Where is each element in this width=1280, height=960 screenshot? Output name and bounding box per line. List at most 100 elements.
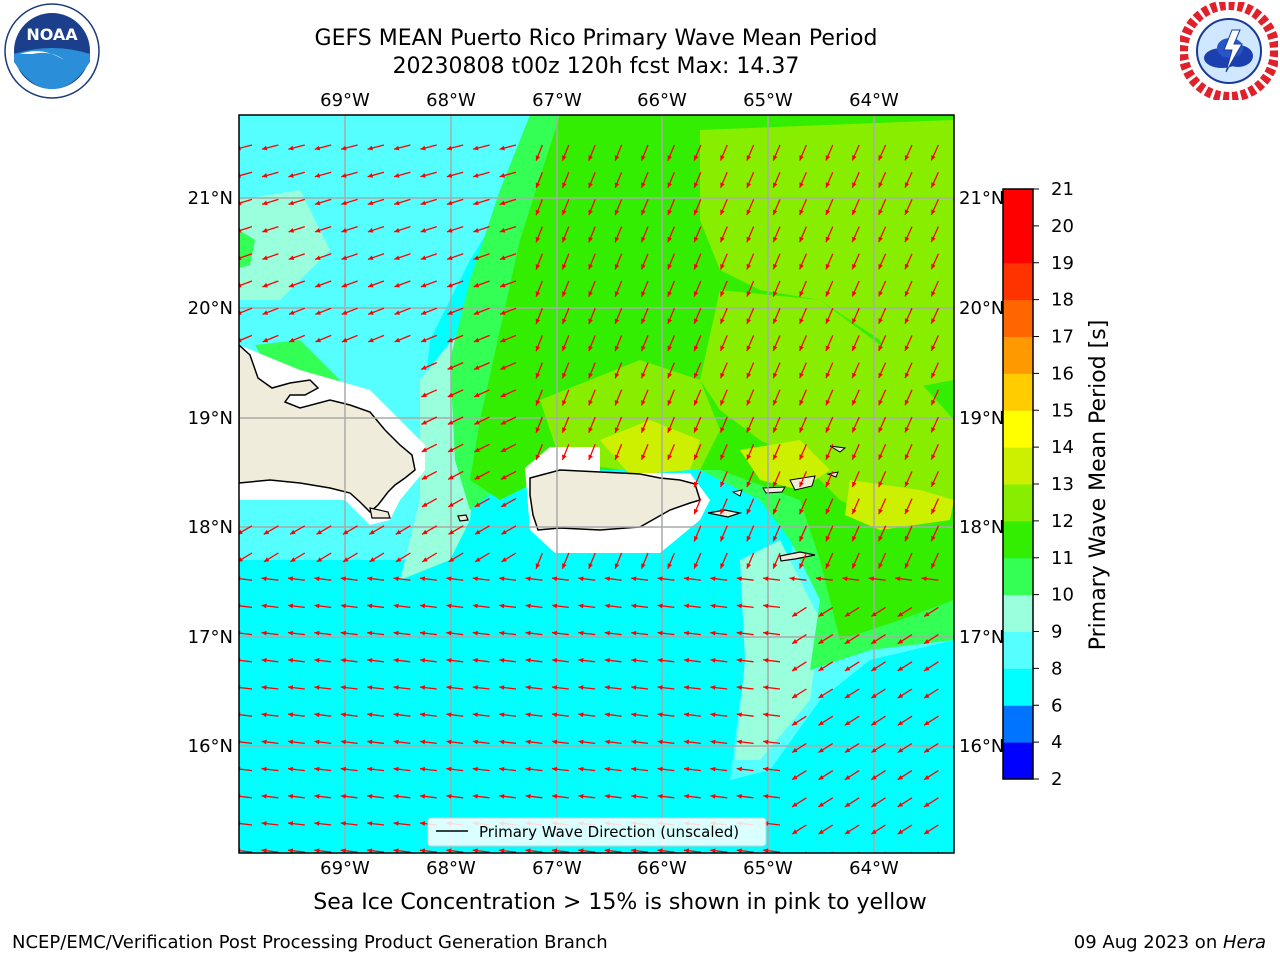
- wave-arrow-head: [604, 793, 610, 799]
- wave-arrow-head: [693, 155, 699, 161]
- wave-arrow-head: [799, 263, 804, 270]
- wave-arrow-head: [641, 454, 646, 460]
- wave-arrow-head: [614, 155, 620, 161]
- wave-arrow-head: [871, 693, 877, 699]
- wave-arrow-head: [763, 712, 769, 718]
- wave-arrow-head: [878, 182, 883, 188]
- wave-arrow-head: [746, 209, 752, 216]
- wave-arrow-shaft: [239, 849, 253, 853]
- lon-label-bottom: 68°W: [426, 858, 476, 879]
- wave-arrow-head: [904, 318, 910, 324]
- colorbar-segment: [1003, 668, 1033, 706]
- wave-arrow-head: [641, 318, 646, 324]
- wave-arrow-head: [641, 372, 646, 379]
- wave-arrow-head: [924, 611, 930, 617]
- wave-arrow-head: [263, 529, 270, 535]
- wave-arrow-head: [588, 400, 593, 406]
- wave-arrow-head: [710, 603, 716, 609]
- lat-label-right: 20°N: [959, 298, 1004, 319]
- wave-arrow-head: [535, 427, 541, 433]
- wave-arrow-head: [868, 576, 874, 582]
- wave-arrow-head: [394, 173, 400, 178]
- colorbar-segment: [1003, 631, 1033, 669]
- wave-arrow-head: [239, 557, 243, 562]
- wave-arrow-head: [393, 145, 400, 151]
- wave-arrow-head: [588, 318, 593, 324]
- wave-arrow-head: [288, 228, 295, 233]
- wave-arrow-head: [604, 739, 610, 745]
- wave-arrow-head: [904, 372, 910, 379]
- wave-arrow-head: [683, 603, 690, 609]
- wave-arrow-head: [551, 739, 558, 745]
- wave-arrow-head: [578, 766, 584, 772]
- wave-arrow-head: [710, 793, 716, 799]
- wave-arrow-head: [343, 557, 349, 562]
- wave-arrow-head: [736, 712, 742, 718]
- wave-arrow-head: [525, 685, 531, 690]
- wave-arrow-head: [746, 182, 752, 188]
- wave-arrow-head: [667, 209, 672, 216]
- nws-logo: [1178, 0, 1280, 102]
- wave-arrow-head: [720, 481, 725, 488]
- wave-arrow-head: [792, 775, 798, 780]
- wave-arrow-head: [825, 236, 831, 243]
- lat-label-left: 18°N: [188, 517, 233, 538]
- wave-arrow-head: [799, 345, 804, 351]
- wave-arrow-head: [535, 264, 541, 270]
- wave-arrow-head: [799, 182, 804, 188]
- wave-arrow-head: [631, 793, 637, 799]
- wave-arrow-shaft: [239, 253, 253, 259]
- wave-arrow-head: [419, 739, 426, 745]
- wave-arrow-head: [535, 563, 541, 569]
- wave-arrow-head: [419, 712, 426, 718]
- wave-arrow-head: [290, 529, 296, 535]
- wave-arrow-head: [473, 255, 479, 260]
- wave-arrow-head: [562, 182, 567, 188]
- wave-arrow-head: [472, 576, 478, 582]
- wave-arrow-head: [262, 173, 268, 178]
- colorbar-segment: [1003, 410, 1033, 448]
- wave-arrow-head: [641, 182, 646, 188]
- wave-arrow-head: [535, 345, 541, 352]
- wave-arrow-head: [314, 630, 320, 636]
- wave-arrow-head: [720, 263, 725, 270]
- wave-arrow-head: [746, 481, 752, 488]
- wave-arrow-head: [693, 535, 699, 542]
- wave-arrow-head: [720, 372, 725, 379]
- wave-arrow-head: [693, 209, 699, 216]
- wave-arrow-head: [535, 236, 541, 243]
- wave-arrow-head: [500, 474, 507, 480]
- colorbar-tick-label: 17: [1051, 327, 1074, 348]
- wave-arrow-head: [844, 747, 851, 753]
- wave-arrow-head: [588, 372, 593, 379]
- wave-arrow-head: [421, 365, 427, 370]
- wave-arrow-head: [588, 264, 593, 270]
- wave-arrow-shaft: [239, 632, 253, 636]
- wave-arrow-head: [904, 508, 910, 515]
- wave-arrow-head: [897, 693, 904, 699]
- wave-arrow-head: [447, 420, 454, 425]
- wave-arrow-head: [261, 576, 267, 582]
- wave-arrow-head: [367, 145, 373, 151]
- wave-arrow-head: [631, 848, 637, 853]
- wave-arrow-head: [472, 603, 478, 609]
- wave-arrow-head: [500, 420, 507, 425]
- wave-arrow-head: [367, 821, 373, 826]
- wave-arrow-head: [578, 793, 584, 799]
- wave-arrow-head: [904, 155, 910, 161]
- wave-arrow-head: [825, 399, 831, 406]
- wave-arrow-head: [288, 282, 295, 288]
- wave-arrow-head: [393, 793, 399, 799]
- wave-arrow-head: [420, 282, 427, 288]
- colorbar-segment: [1003, 705, 1033, 743]
- wave-arrow-head: [631, 657, 637, 663]
- wave-arrow-head: [446, 145, 453, 151]
- wave-arrow-head: [369, 557, 375, 562]
- wave-arrow-shaft: [239, 225, 253, 232]
- wave-arrow-head: [316, 529, 322, 535]
- wave-arrow-head: [799, 372, 804, 379]
- wave-arrow-head: [852, 563, 857, 569]
- wave-arrow-head: [393, 630, 399, 636]
- colorbar-tick-label: 16: [1051, 363, 1074, 384]
- wave-arrow-head: [261, 145, 268, 151]
